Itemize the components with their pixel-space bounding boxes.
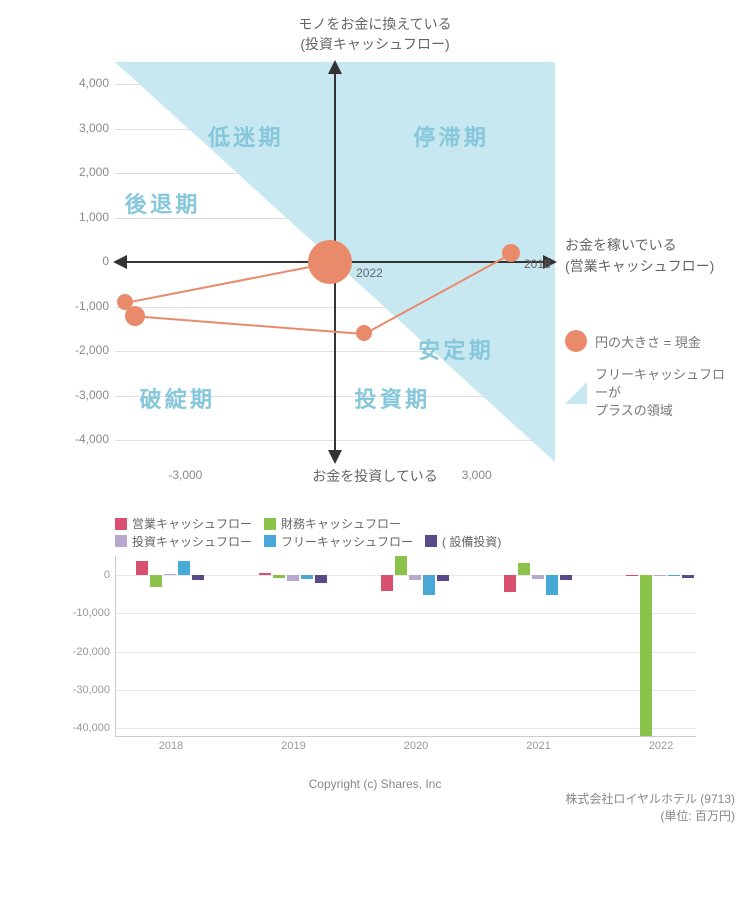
copyright: Copyright (c) Shares, Inc: [15, 777, 735, 791]
title-right-l1: お金を稼いでいる: [565, 237, 677, 253]
footer-right: 株式会社ロイヤルホテル (9713) (単位: 百万円): [15, 791, 735, 825]
scatter-chart: モノをお金に換えている (投資キャッシュフロー) -4,000-3,000-2,…: [15, 15, 735, 485]
scatter-title-bottom: お金を投資している: [15, 466, 735, 486]
legend-bubble-text: 円の大きさ = 現金: [595, 332, 701, 351]
title-top-l1: モノをお金に換えている: [298, 16, 451, 32]
legend-bubble: 円の大きさ = 現金: [565, 330, 735, 352]
tri-icon: [565, 382, 587, 404]
footer: Copyright (c) Shares, Inc 株式会社ロイヤルホテル (9…: [15, 777, 735, 825]
legend-block: 円の大きさ = 現金 フリーキャッシュフローが プラスの領域: [565, 330, 735, 421]
bar-legend: 営業キャッシュフロー財務キャッシュフロー投資キャッシュフローフリーキャッシュフロ…: [115, 515, 735, 550]
legend-tri: フリーキャッシュフローが プラスの領域: [565, 366, 735, 421]
bar-chart: 営業キャッシュフロー財務キャッシュフロー投資キャッシュフローフリーキャッシュフロ…: [15, 515, 735, 737]
scatter-plot-area: -4,000-3,000-2,000-1,00001,0002,0003,000…: [115, 62, 555, 462]
title-right-l2: (営業キャッシュフロー): [565, 258, 714, 274]
unit-label: (単位: 百万円): [660, 809, 735, 823]
legend-tri-text: フリーキャッシュフローが プラスの領域: [595, 366, 735, 421]
company-name: 株式会社ロイヤルホテル (9713): [565, 792, 735, 806]
scatter-title-right: お金を稼いでいる (営業キャッシュフロー): [565, 235, 714, 277]
bar-plot-area: 0-10,000-20,000-30,000-40,00020182019202…: [115, 556, 696, 737]
legend-tri-l2: プラスの領域: [595, 403, 673, 418]
title-top-l2: (投資キャッシュフロー): [300, 36, 449, 52]
scatter-title-top: モノをお金に換えている (投資キャッシュフロー): [15, 15, 735, 54]
bubble-icon: [565, 330, 587, 352]
legend-tri-l1: フリーキャッシュフローが: [595, 367, 725, 400]
